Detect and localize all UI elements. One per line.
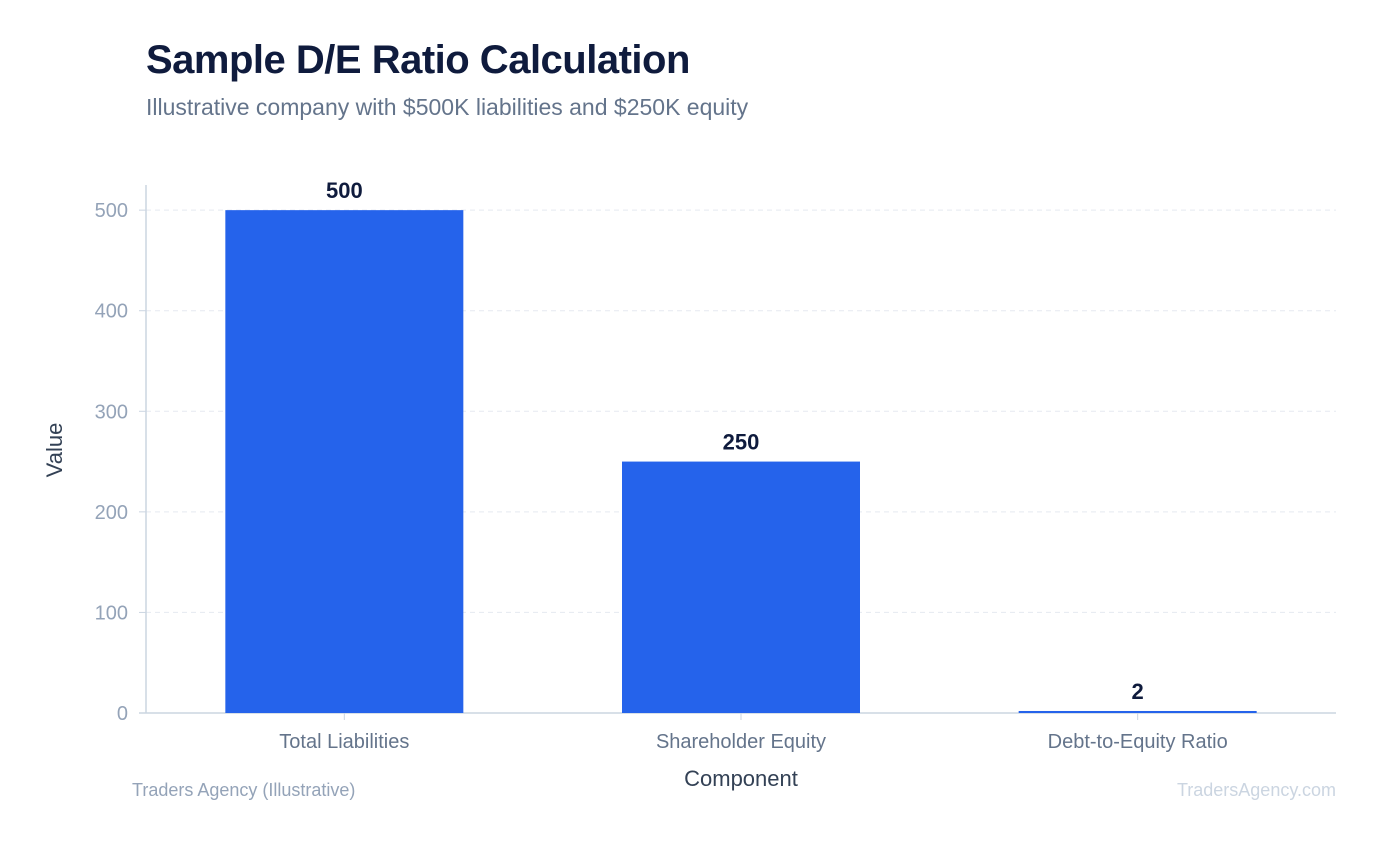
x-tick-label: Total Liabilities xyxy=(279,731,409,753)
x-tick-label: Shareholder Equity xyxy=(656,731,826,753)
x-axis-label: Component xyxy=(684,766,798,791)
chart-title: Sample D/E Ratio Calculation xyxy=(146,38,690,82)
y-tick-label: 300 xyxy=(95,401,128,423)
y-tick-label: 0 xyxy=(117,703,128,725)
y-tick-label: 500 xyxy=(95,200,128,222)
y-tick-label: 200 xyxy=(95,502,128,524)
bars xyxy=(225,210,1257,713)
x-tick-label: Debt-to-Equity Ratio xyxy=(1048,731,1228,753)
chart-subtitle: Illustrative company with $500K liabilit… xyxy=(146,94,749,120)
source-note: Traders Agency (Illustrative) xyxy=(132,780,356,800)
y-tick-label: 100 xyxy=(95,602,128,624)
data-label: 2 xyxy=(1132,679,1144,704)
y-tick-label: 400 xyxy=(95,301,128,323)
bar xyxy=(225,210,464,713)
bar xyxy=(1018,710,1257,713)
bar xyxy=(622,461,860,713)
data-label: 500 xyxy=(326,178,363,203)
data-label: 250 xyxy=(723,430,760,455)
y-axis-label: Value xyxy=(42,423,67,478)
labels: 0 100 200 300 400 500 500 Total Liabilities 250 S… xyxy=(95,178,1228,753)
watermark: TradersAgency.com xyxy=(1176,780,1336,800)
